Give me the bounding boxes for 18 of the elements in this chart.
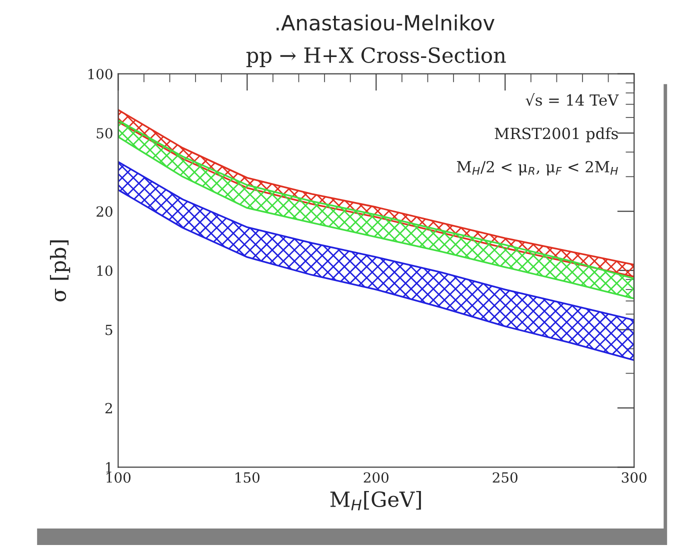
chart-title: .Anastasiou-Melnikov	[276, 14, 494, 31]
y-tick-label: 10	[97, 265, 112, 276]
x-tick-label: 250	[492, 472, 518, 483]
annotation: MRST2001 pdfs	[494, 127, 618, 142]
y-tick-label: 20	[96, 206, 112, 217]
y-tick-label: 50	[96, 128, 112, 139]
x-tick-label: 150	[236, 472, 260, 483]
y-tick-label: 100	[88, 68, 112, 80]
x-tick-label: 200	[364, 472, 388, 483]
annotation: √s = 14 TeV	[526, 93, 619, 106]
annotation: M$_{H}$/2 < μ$_{R}$, μ$_{F}$ < 2M$_{H}$	[456, 160, 618, 176]
y-axis-title: σ [pb]	[50, 240, 70, 302]
x-axis-title: M$_{H}$[GeV]	[330, 490, 421, 510]
x-tick-label: 300	[622, 472, 646, 483]
chart-subtitle: pp → H+X Cross-Section	[246, 47, 506, 68]
y-tick-label: 2	[105, 402, 112, 414]
y-tick-label: 5	[106, 324, 112, 336]
y-tick-label: 1	[106, 462, 112, 472]
